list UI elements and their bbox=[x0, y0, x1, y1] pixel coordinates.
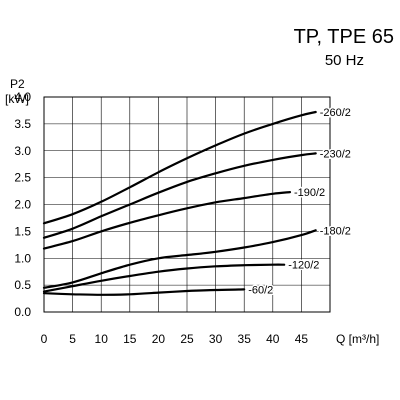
series-line bbox=[42, 288, 246, 296]
y-tick-label: 1.5 bbox=[14, 224, 31, 238]
series-line bbox=[42, 110, 317, 225]
series-label: -120/2 bbox=[288, 260, 319, 272]
series-label: -230/2 bbox=[320, 148, 351, 160]
series-line bbox=[42, 191, 292, 250]
x-tick-label: 5 bbox=[69, 332, 76, 346]
y-tick-label: 3.5 bbox=[14, 117, 31, 131]
x-tick-label: 20 bbox=[152, 332, 166, 346]
y-tick-label: 2.0 bbox=[14, 198, 31, 212]
chart-title: TP, TPE 65 bbox=[293, 26, 394, 48]
series-line bbox=[42, 263, 286, 293]
series-label: -260/2 bbox=[320, 107, 351, 119]
series-line bbox=[42, 152, 317, 239]
series-label: -190/2 bbox=[294, 187, 325, 199]
series-label: -60/2 bbox=[248, 284, 273, 296]
x-axis-label: Q [m³/h] bbox=[336, 332, 379, 346]
x-tick-label: 40 bbox=[266, 332, 280, 346]
y-tick-label: 1.0 bbox=[14, 251, 31, 265]
x-tick-label: 10 bbox=[95, 332, 109, 346]
x-tick-label: 35 bbox=[238, 332, 252, 346]
series-label: -180/2 bbox=[320, 225, 351, 237]
y-tick-label: 3.0 bbox=[14, 144, 31, 158]
series-line bbox=[42, 229, 317, 289]
x-tick-label: 15 bbox=[123, 332, 137, 346]
y-tick-label: 4.0 bbox=[14, 90, 31, 104]
y-tick-label: 0.0 bbox=[14, 305, 31, 319]
x-tick-label: 30 bbox=[209, 332, 223, 346]
y-tick-label: 2.5 bbox=[14, 171, 31, 185]
y-axis-label: P2 bbox=[10, 77, 25, 91]
x-tick-label: 45 bbox=[295, 332, 309, 346]
y-axis-unit: [kW] bbox=[5, 92, 29, 106]
x-tick-label: 25 bbox=[180, 332, 194, 346]
y-tick-label: 0.5 bbox=[14, 278, 31, 292]
chart-subtitle: 50 Hz bbox=[324, 52, 364, 69]
x-tick-label: 0 bbox=[41, 332, 48, 346]
